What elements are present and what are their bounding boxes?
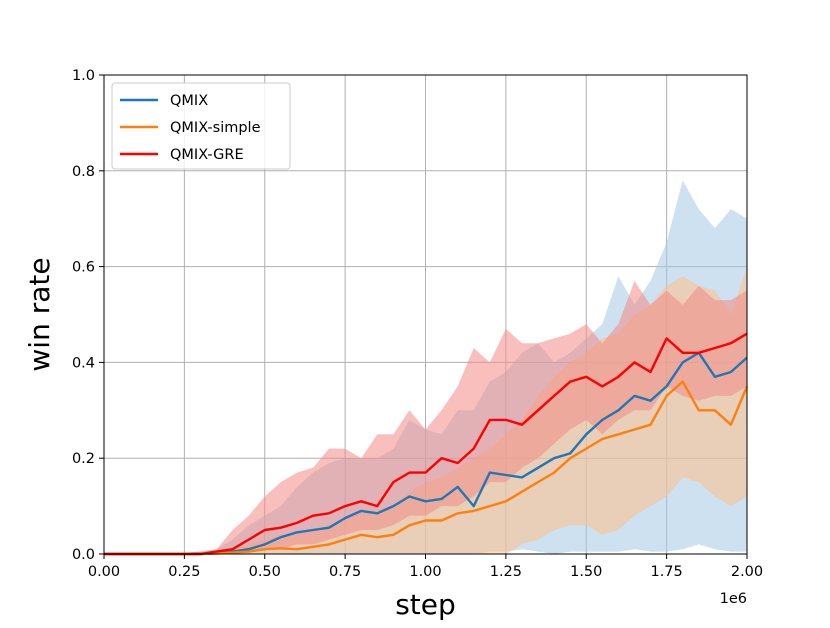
legend-label: QMIX-GRE: [170, 147, 244, 163]
confidence-bands: [104, 180, 747, 554]
band-series-2: [104, 281, 747, 554]
y-tick-label: 0.0: [72, 547, 95, 563]
y-tick-label: 1.0: [72, 68, 95, 84]
x-tick-label: 0.75: [329, 564, 361, 580]
legend-label: QMIX: [170, 93, 208, 109]
x-axis-label: step: [395, 588, 456, 621]
legend: QMIX QMIX-simple QMIX-GRE: [111, 82, 291, 170]
axis-ticks: 0.00 0.25 0.50 0.75 1.00 1.25 1.50 1.75 2.00 0.0 0…: [72, 68, 763, 580]
y-tick-label: 0.2: [72, 451, 95, 467]
legend-box: [111, 82, 291, 170]
line-series-1: [104, 380, 749, 556]
series-lines: [104, 332, 749, 556]
x-tick-label: 2.00: [731, 564, 763, 580]
x-tick-label: 1.25: [490, 564, 522, 580]
y-axis-label: win rate: [23, 257, 56, 371]
x-tick-label: 1.50: [570, 564, 602, 580]
x-tick-label: 1.00: [409, 564, 441, 580]
line-series-0: [104, 351, 748, 556]
line-series-2: [104, 332, 748, 556]
legend-label: QMIX-simple: [170, 120, 261, 136]
x-tick-label: 0.25: [168, 564, 200, 580]
x-offset-label: 1e6: [720, 591, 747, 607]
x-tick-label: 0.50: [249, 564, 281, 580]
x-tick-label: 0.00: [88, 564, 120, 580]
band-series-1: [104, 266, 747, 554]
y-tick-label: 0.6: [72, 260, 95, 276]
x-tick-label: 1.75: [650, 564, 682, 580]
y-tick-label: 0.4: [72, 355, 95, 371]
y-tick-label: 0.8: [72, 164, 95, 180]
